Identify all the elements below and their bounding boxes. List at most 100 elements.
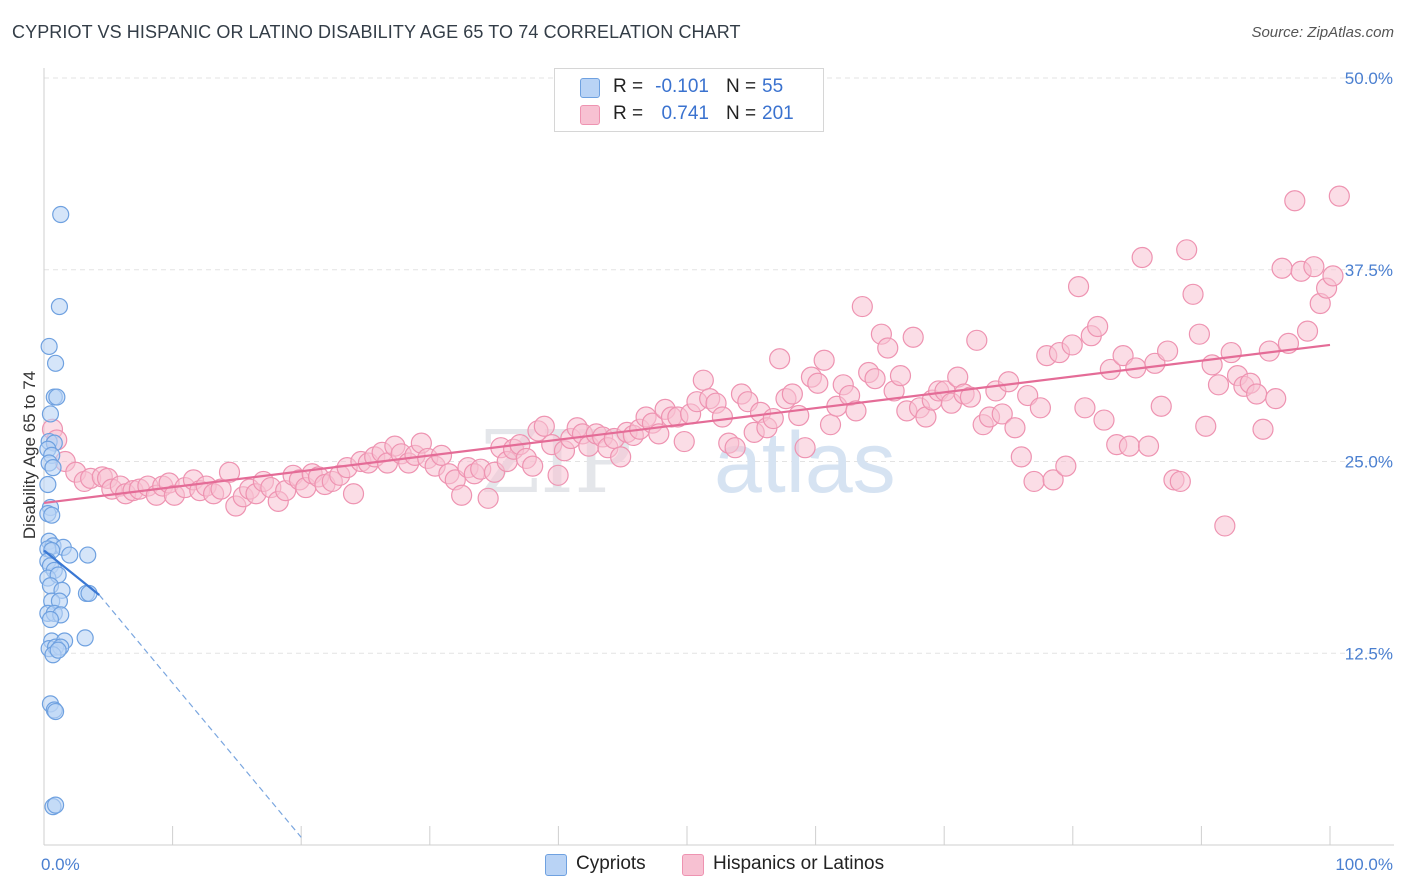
hispanic-point	[451, 484, 473, 506]
hispanic-point	[1144, 352, 1166, 374]
hispanic-point	[1303, 256, 1325, 278]
source-label: Source: ZipAtlas.com	[1251, 24, 1394, 41]
hispanic-point	[845, 400, 867, 422]
hispanic-point	[522, 455, 544, 477]
hispanic-point	[1099, 358, 1121, 381]
y-tick-label: 12.5%	[1345, 644, 1393, 663]
hispanic-point	[1176, 239, 1198, 261]
hispanic-point	[991, 403, 1013, 425]
cypriot-trend-extension	[98, 594, 302, 838]
legend-row-cypriots: R = -0.101 N = 55	[555, 74, 823, 100]
hispanic-point	[1029, 397, 1052, 419]
hispanic-point	[1207, 374, 1230, 396]
hispanic-point	[1010, 446, 1032, 468]
hispanic-point	[610, 446, 632, 468]
hispanic-point	[819, 414, 842, 436]
hispanic-point	[1271, 257, 1293, 279]
hispanic-point	[1220, 341, 1242, 364]
hispanic-point	[342, 483, 365, 505]
hispanic-point	[1322, 265, 1344, 287]
cypriot-point	[39, 475, 57, 494]
x-tick-label-max: 100.0%	[1335, 855, 1393, 874]
cypriot-point	[49, 641, 67, 659]
cypriot-points	[39, 205, 98, 816]
hispanic-point	[1074, 397, 1096, 419]
hispanic-point	[1137, 435, 1160, 457]
hispanic-point	[1265, 388, 1287, 410]
hispanic-point	[724, 437, 746, 459]
hispanic-point	[889, 364, 912, 387]
hispanic-point	[1093, 409, 1115, 431]
legend-swatch-cypriots	[545, 854, 567, 876]
hispanic-point	[813, 349, 835, 371]
hispanic-point	[997, 371, 1020, 393]
hispanic-point	[851, 295, 873, 318]
hispanic-point	[711, 406, 734, 428]
hispanic-point	[769, 348, 791, 370]
legend-n-label: N =	[726, 76, 757, 97]
y-tick-label: 37.5%	[1345, 261, 1393, 280]
legend-swatch-hispanics	[682, 854, 704, 876]
hispanic-point	[1182, 283, 1204, 305]
cypriot-point	[40, 337, 58, 356]
hispanic-point	[1067, 276, 1090, 298]
hispanic-point	[1042, 469, 1064, 491]
x-tick-label-min: 0.0%	[41, 855, 80, 874]
hispanic-point	[1246, 383, 1268, 405]
hispanic-point	[477, 487, 499, 509]
hispanic-point	[1150, 395, 1172, 417]
hispanic-point	[877, 337, 899, 359]
hispanic-point	[1328, 185, 1350, 207]
trend-lines	[43, 343, 1331, 838]
legend-r-label: R =	[613, 76, 644, 97]
cypriot-point	[44, 459, 62, 477]
watermark-atlas: atlas	[714, 415, 896, 511]
cypriot-point	[79, 546, 97, 564]
cypriot-point	[50, 297, 69, 316]
cypriot-point	[46, 354, 65, 372]
hispanic-point	[533, 415, 555, 437]
hispanic-point	[1055, 455, 1077, 477]
cypriot-point	[46, 796, 65, 814]
hispanic-point	[1188, 323, 1211, 345]
y-tick-label: 50.0%	[1345, 69, 1393, 88]
y-tick-label: 25.0%	[1345, 453, 1393, 472]
legend-label-hispanics: Hispanics or Latinos	[713, 853, 885, 874]
hispanic-point	[1195, 415, 1217, 437]
cypriot-point	[48, 388, 66, 406]
cypriot-trend-line	[43, 549, 100, 596]
chart-title: CYPRIOT VS HISPANIC OR LATINO DISABILITY…	[12, 22, 741, 42]
hispanic-point	[1214, 515, 1236, 537]
hispanic-point	[1087, 315, 1109, 338]
legend-r-value: 0.741	[661, 103, 709, 124]
hispanic-point	[902, 326, 924, 348]
legend-n-value: 201	[762, 103, 794, 124]
legend-label-cypriots: Cypriots	[576, 853, 646, 874]
zipatlas-watermark: ZIP atlas	[480, 413, 895, 513]
cypriot-point	[41, 405, 60, 423]
cypriot-point	[76, 629, 94, 647]
hispanic-trend-line	[43, 343, 1331, 505]
cypriot-point	[52, 205, 70, 224]
tick-labels: 12.5% 25.0% 37.5% 50.0% 0.0% 100.0%	[41, 69, 1393, 874]
legend-n-label: N =	[726, 103, 757, 124]
series-legend: Cypriots Hispanics or Latinos	[0, 852, 1406, 878]
legend-n-value: 55	[762, 76, 784, 97]
hispanic-point	[781, 383, 803, 405]
hispanic-point	[1169, 470, 1191, 493]
hispanic-point	[218, 461, 241, 483]
hispanic-point	[1023, 470, 1045, 493]
hispanic-point	[1061, 334, 1083, 356]
legend-swatch-cypriots	[580, 78, 600, 98]
hispanic-point	[1296, 320, 1319, 342]
hispanic-point	[864, 368, 886, 390]
hispanic-point	[673, 430, 695, 453]
hispanic-point	[966, 329, 988, 351]
grid-lines	[44, 77, 1394, 654]
hispanic-point	[1131, 246, 1153, 269]
cypriot-point	[46, 702, 65, 721]
legend-row-hispanics: R = 0.741 N = 201	[555, 101, 823, 127]
correlation-legend: R = -0.101 N = 55 R = 0.741 N = 201	[554, 68, 824, 132]
hispanic-point	[794, 437, 816, 459]
